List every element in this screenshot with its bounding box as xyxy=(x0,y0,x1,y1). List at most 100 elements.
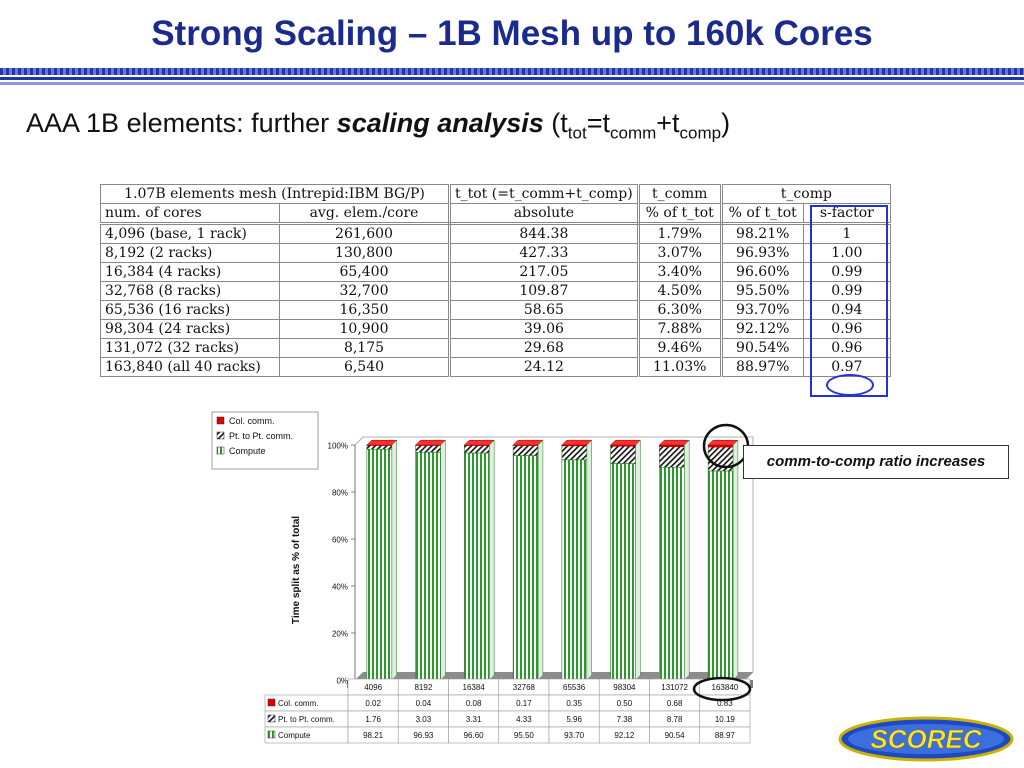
bar-side xyxy=(537,439,544,681)
bar-segment-col-comm xyxy=(707,444,734,448)
bar-segment-compute xyxy=(610,463,636,681)
chart-back-wall xyxy=(354,436,754,681)
x-tick-label: 4096 xyxy=(364,683,382,692)
table-cell: 65,536 (16 racks) xyxy=(100,300,280,320)
subtitle-sub-comm: comm xyxy=(609,123,657,143)
table-header-ttot: t_tot (=t_comm+t_comp) xyxy=(449,184,640,204)
slide-title: Strong Scaling – 1B Mesh up to 160k Core… xyxy=(151,14,873,53)
table-cell: 4.50% xyxy=(637,281,723,301)
table-col-comm-pct: % of t_tot xyxy=(637,203,723,225)
bar-segment-compute xyxy=(561,459,588,681)
y-tick-label: 0% xyxy=(336,677,348,686)
slide-subtitle: AAA 1B elements: further scaling analysi… xyxy=(26,108,730,143)
table-row-swatch xyxy=(267,698,276,707)
data-label: 93.70 xyxy=(564,731,585,740)
table-cell: 95.50% xyxy=(720,281,804,301)
bar-top xyxy=(561,439,593,446)
table-cell: 98,304 (24 racks) xyxy=(100,319,280,339)
bar-side xyxy=(440,439,446,681)
x-tick-label: 131072 xyxy=(661,683,688,692)
subtitle-plus: +t xyxy=(656,108,680,138)
chart-axes: 0% 20% 40% 60% 80% 100% xyxy=(328,442,356,686)
subtitle-emphasis: scaling analysis xyxy=(336,108,544,138)
subtitle-eq: =t xyxy=(586,108,610,138)
bar-segment-pt-to-pt-comm xyxy=(610,445,636,464)
sfactor-highlight-box xyxy=(810,205,888,397)
annotation-callout: comm-to-comp ratio increases xyxy=(743,445,1009,479)
subtitle-prefix: AAA 1B elements: further xyxy=(26,108,337,138)
bar-segment-pt-to-pt-comm xyxy=(464,444,490,454)
table-cell: 65,400 xyxy=(279,262,451,282)
table-cell: 1.79% xyxy=(637,223,723,244)
chart-data-table: 4096 8192 16384 32768 65536 98304 131072 163840… xyxy=(264,678,751,744)
data-label: 0.08 xyxy=(466,699,482,708)
data-label: 95.50 xyxy=(514,731,535,740)
data-cell xyxy=(699,726,751,744)
data-label: 8.78 xyxy=(667,715,683,724)
data-label: 92.12 xyxy=(614,731,635,740)
x-tick-label: 65536 xyxy=(563,683,586,692)
x-tick-label: 98304 xyxy=(613,683,636,692)
y-tick-label: 60% xyxy=(332,536,348,545)
table-cell: 92.12% xyxy=(720,319,804,339)
data-label: 0.83 xyxy=(717,699,733,708)
table-row-label: Col. comm. xyxy=(278,699,318,708)
table-header-tcomm: t_comm xyxy=(637,184,723,204)
y-tick-label: 20% xyxy=(332,630,348,639)
table-cell: 8,175 xyxy=(279,338,451,358)
data-label: 3.03 xyxy=(416,715,432,724)
table-row: 8,192 (2 racks) 130,800 427.33 3.07% 96.93% 1… xyxy=(100,243,892,263)
table-cell: 163,840 (all 40 racks) xyxy=(100,357,280,377)
chart-bars xyxy=(366,439,739,681)
data-label: 7.38 xyxy=(617,715,633,724)
legend-swatch xyxy=(216,431,225,440)
chart-plot-area xyxy=(347,436,754,688)
table-cell: 109.87 xyxy=(449,281,640,301)
bar-side xyxy=(732,439,739,681)
table-header-mesh: 1.07B elements mesh (Intrepid:IBM BG/P) xyxy=(100,184,451,204)
bar-segment-compute xyxy=(659,466,685,681)
y-tick-label: 80% xyxy=(332,489,348,498)
logo-text: SCOREC xyxy=(870,724,982,754)
bar-segment-pt-to-pt-comm xyxy=(659,446,685,468)
table-row: 131,072 (32 racks) 8,175 29.68 9.46% 90.54% 0… xyxy=(100,338,892,358)
table-cell: 11.03% xyxy=(637,357,723,377)
bar-top xyxy=(415,439,447,446)
bar-top xyxy=(610,439,642,446)
table-cell: 24.12 xyxy=(449,357,640,377)
bar-side xyxy=(684,439,690,681)
chart-floor xyxy=(355,672,753,680)
table-cell: 131,072 (32 racks) xyxy=(100,338,280,358)
subtitle-close: ) xyxy=(721,108,731,138)
legend-box xyxy=(211,411,319,470)
table-cell: 10,900 xyxy=(279,319,451,339)
table-cell: 4,096 (base, 1 rack) xyxy=(100,223,280,244)
bar-side xyxy=(391,439,397,681)
table-row: 32,768 (8 racks) 32,700 109.87 4.50% 95.50% 0… xyxy=(100,281,892,301)
data-label: 0.50 xyxy=(617,699,633,708)
table-row: 98,304 (24 racks) 10,900 39.06 7.88% 92.12% 0… xyxy=(100,319,892,339)
table-cell: 88.97% xyxy=(720,357,804,377)
title-rule-middle xyxy=(0,77,1024,80)
bar-segment-pt-to-pt-comm xyxy=(561,445,588,461)
scaling-table: 1.07B elements mesh (Intrepid:IBM BG/P) … xyxy=(100,184,892,377)
table-row-label: Pt. to Pt. comm. xyxy=(278,715,335,724)
bar-segment-compute xyxy=(366,448,393,681)
table-cell: 16,384 (4 racks) xyxy=(100,262,280,282)
data-label: 0.17 xyxy=(516,699,532,708)
chart-y-axis-label: Time split as % of total xyxy=(291,516,302,624)
x-tick-label: 16384 xyxy=(463,683,486,692)
table-col-absolute: absolute xyxy=(449,203,640,225)
data-label: 5.96 xyxy=(566,715,582,724)
table-col-comp-pct: % of t_tot xyxy=(720,203,804,225)
table-cell: 58.65 xyxy=(449,300,640,320)
table-cell: 90.54% xyxy=(720,338,804,358)
table-row: 4,096 (base, 1 rack) 261,600 844.38 1.79% 98… xyxy=(100,223,892,244)
table-cell: 261,600 xyxy=(279,223,451,244)
subtitle-formula-open: (t xyxy=(543,108,568,138)
data-label: 3.31 xyxy=(466,715,482,724)
table-row: 163,840 (all 40 racks) 6,540 24.12 11.03% 88… xyxy=(100,357,892,377)
bar-side xyxy=(586,439,592,681)
legend-label: Col. comm. xyxy=(229,416,275,426)
table-row-swatch xyxy=(267,730,276,739)
